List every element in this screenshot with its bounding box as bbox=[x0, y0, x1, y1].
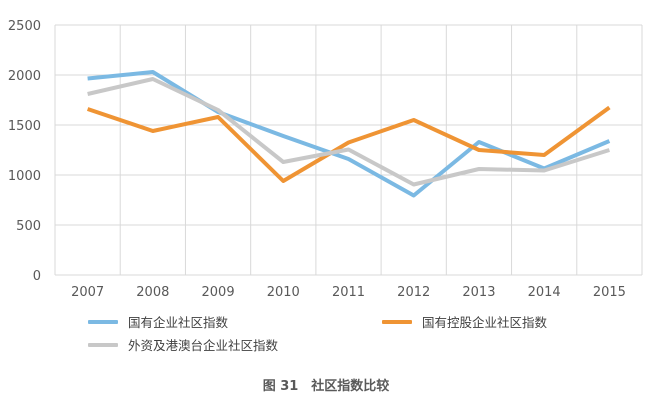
series-line-3 bbox=[87, 77, 610, 187]
legend-item-series-1: 国有企业社区指数 bbox=[88, 312, 228, 331]
legend-item-series-3: 外资及港澳台企业社区指数 bbox=[88, 335, 278, 354]
line-chart: 0 500 1000 1500 2000 2500 2007 2008 2009 2010 201… bbox=[8, 19, 643, 300]
x-axis-ticks: 2007 2008 2009 2010 2011 2012 2013 2014 2015 bbox=[71, 285, 626, 300]
y-tick-label: 2500 bbox=[8, 19, 41, 34]
legend-swatch bbox=[88, 319, 118, 324]
series-line-1 bbox=[87, 70, 611, 198]
x-tick-label: 2008 bbox=[136, 285, 169, 300]
legend-label: 外资及港澳台企业社区指数 bbox=[128, 338, 279, 353]
y-axis-ticks: 0 500 1000 1500 2000 2500 bbox=[8, 19, 41, 284]
legend-label: 国有企业社区指数 bbox=[128, 315, 229, 330]
figure-caption: 图 31 社区指数比较 bbox=[262, 379, 390, 394]
y-tick-label: 0 bbox=[33, 269, 41, 284]
y-tick-label: 2000 bbox=[8, 69, 41, 84]
legend-label: 国有控股企业社区指数 bbox=[422, 315, 548, 330]
y-tick-label: 500 bbox=[16, 219, 41, 234]
legend-swatch bbox=[382, 319, 412, 324]
x-tick-label: 2014 bbox=[528, 285, 561, 300]
x-tick-label: 2012 bbox=[397, 285, 430, 300]
x-tick-label: 2011 bbox=[332, 285, 365, 300]
x-tick-label: 2015 bbox=[593, 285, 626, 300]
x-tick-label: 2010 bbox=[267, 285, 300, 300]
x-tick-label: 2013 bbox=[462, 285, 495, 300]
grid-lines bbox=[54, 24, 643, 276]
legend-swatch bbox=[88, 342, 118, 347]
series-line-2 bbox=[86, 105, 611, 183]
x-tick-label: 2007 bbox=[71, 285, 104, 300]
y-tick-label: 1500 bbox=[8, 119, 41, 134]
x-tick-label: 2009 bbox=[202, 285, 235, 300]
legend-item-series-2: 国有控股企业社区指数 bbox=[382, 312, 547, 331]
y-tick-label: 1000 bbox=[8, 169, 41, 184]
series-lines bbox=[86, 70, 611, 198]
